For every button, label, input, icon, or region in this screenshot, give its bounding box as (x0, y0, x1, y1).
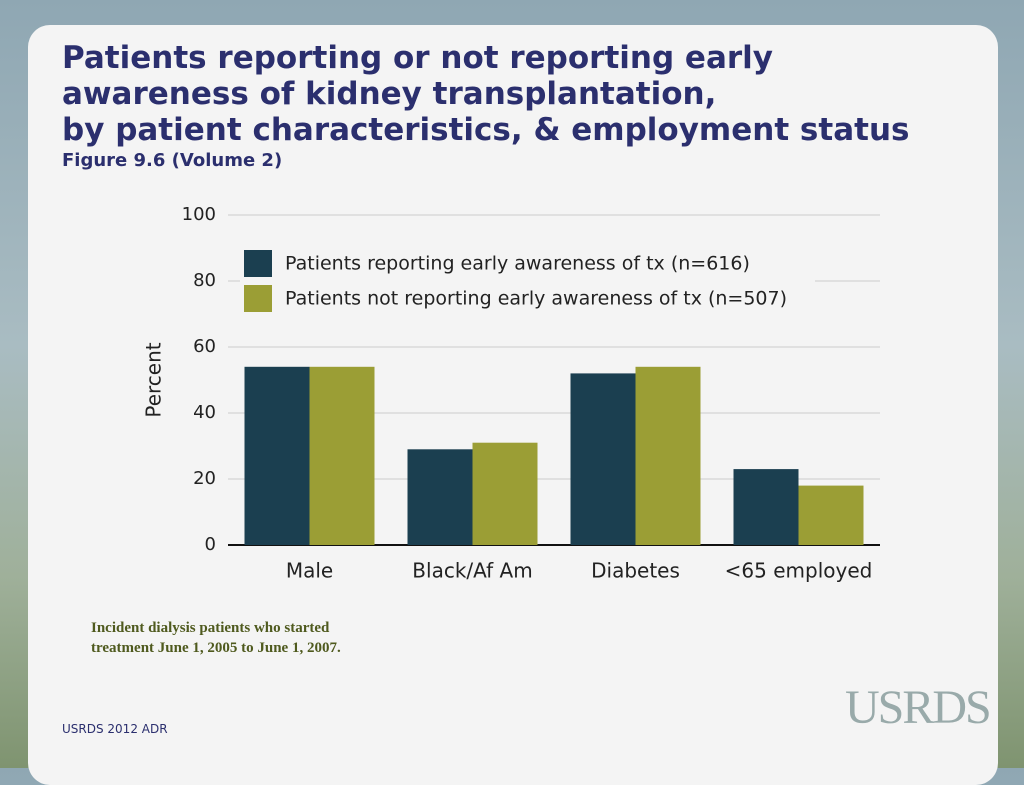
legend-background (240, 242, 815, 314)
subtitle: Figure 9.6 (Volume 2) (62, 150, 283, 171)
note-line: treatment June 1, 2005 to June 1, 2007. (91, 640, 341, 656)
y-tick-label: 60 (193, 336, 216, 357)
y-tick-label: 80 (193, 270, 216, 291)
title-line: awareness of kidney transplantation, (62, 76, 717, 112)
bar (570, 373, 636, 545)
note-line: Incident dialysis patients who started (91, 620, 330, 636)
bar (798, 485, 864, 545)
legend-label: Patients reporting early awareness of tx… (285, 253, 750, 275)
bar (472, 442, 538, 545)
bar (309, 366, 375, 545)
bar (407, 449, 473, 545)
bar (244, 366, 310, 545)
y-axis-label: Percent (142, 342, 166, 417)
footer: USRDS 2012 ADR (62, 722, 168, 736)
bar (635, 366, 701, 545)
x-tick-label: Diabetes (591, 559, 680, 583)
y-tick-label: 100 (182, 204, 216, 225)
y-tick-label: 0 (205, 534, 216, 555)
chart: Percent 0 20 40 60 80 100 Male Black/Af Am Diabe… (142, 204, 880, 583)
logo: USRDS (845, 681, 992, 734)
title-line: Patients reporting or not reporting earl… (62, 40, 774, 76)
x-tick-label: Black/Af Am (412, 559, 532, 583)
legend-swatch (244, 285, 272, 312)
slide-panel (28, 25, 998, 785)
chart-title: Patients reporting or not reporting earl… (62, 40, 909, 148)
y-tick-label: 20 (193, 468, 216, 489)
bar (733, 469, 799, 545)
note: Incident dialysis patients who started t… (91, 618, 341, 658)
title-line: by patient characteristics, & employment… (62, 112, 910, 148)
y-tick-label: 40 (193, 402, 216, 423)
x-tick-label: Male (286, 559, 333, 583)
legend-swatch (244, 250, 272, 277)
legend-label: Patients not reporting early awareness o… (285, 288, 787, 310)
x-tick-label: <65 employed (725, 559, 873, 583)
